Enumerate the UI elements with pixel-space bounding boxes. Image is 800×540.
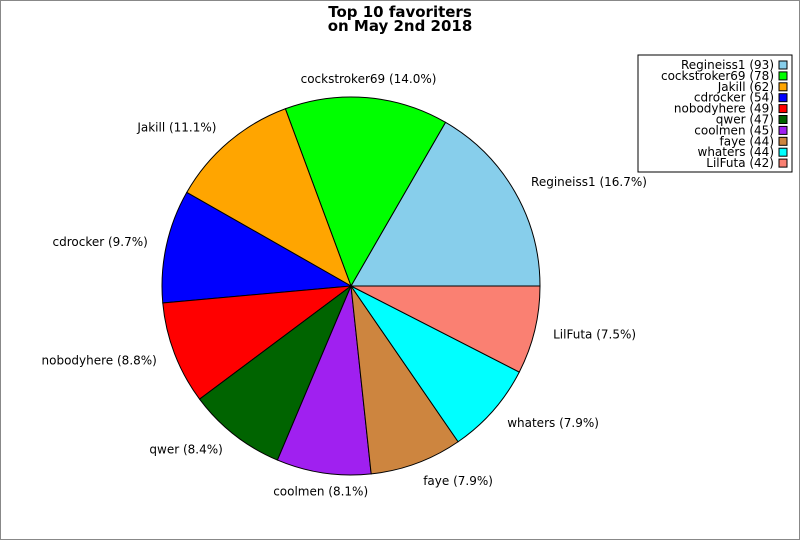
legend-swatch	[778, 136, 788, 146]
legend-entry-label: nobodyhere (49)	[674, 102, 774, 116]
legend-entry-label: cockstroker69 (78)	[661, 69, 774, 83]
pie-slice-qwer	[198, 284, 353, 461]
legend-entry-label: faye (44)	[719, 134, 774, 148]
legend-entry-label: Regineiss1 (93)	[681, 58, 774, 72]
legend-entry-label: LilFuta (42)	[706, 156, 774, 170]
slice-label: cdrocker (9.7%)	[53, 235, 148, 249]
slice-label: whaters (7.9%)	[507, 416, 599, 430]
slice-label: LilFuta (7.5%)	[553, 328, 636, 342]
legend-swatch	[778, 60, 788, 70]
legend: Regineiss1 (93)cockstroker69 (78)Jakill …	[637, 54, 793, 173]
slice-label: cockstroker69 (14.0%)	[301, 72, 437, 86]
legend-swatch	[778, 104, 788, 114]
legend-swatch	[778, 93, 788, 103]
pie-slice-coolmen	[276, 284, 372, 476]
legend-entry-label: qwer (47)	[716, 113, 774, 127]
slice-label: faye (7.9%)	[423, 474, 493, 488]
legend-swatch	[778, 147, 788, 157]
pie-slice-whaters	[350, 285, 520, 443]
slice-label: nobodyhere (8.8%)	[42, 353, 157, 367]
legend-swatch	[778, 82, 788, 92]
pie-slice-faye	[350, 285, 459, 475]
chart-title-line-2: on May 2nd 2018	[328, 17, 473, 35]
pie-slice-lilfuta	[350, 285, 541, 373]
pie-slice-regineiss1	[350, 121, 541, 287]
pie-slice-cockstroker69	[284, 96, 447, 288]
pie-slice-nobodyhere	[162, 285, 353, 400]
legend-swatch	[778, 71, 788, 81]
legend-swatch	[778, 115, 788, 124]
slice-label: coolmen (8.1%)	[273, 485, 368, 499]
slice-label: qwer (8.4%)	[149, 443, 222, 457]
legend-box	[637, 54, 793, 173]
pie-slice-cdrocker	[161, 191, 353, 304]
legend-swatch	[778, 125, 788, 135]
legend-entry-label: whaters (44)	[698, 145, 775, 159]
legend-swatch	[778, 158, 788, 168]
legend-entry-label: coolmen (45)	[694, 123, 774, 137]
legend-entry-label: Jakill (62)	[717, 80, 774, 94]
pie-slice-jakill	[186, 108, 352, 288]
slice-label: Jakill (11.1%)	[136, 120, 216, 134]
chart-title-line-1: Top 10 favoriters	[328, 3, 472, 21]
slice-label: Regineiss1 (16.7%)	[531, 175, 647, 189]
legend-entry-label: cdrocker (54)	[694, 91, 774, 105]
